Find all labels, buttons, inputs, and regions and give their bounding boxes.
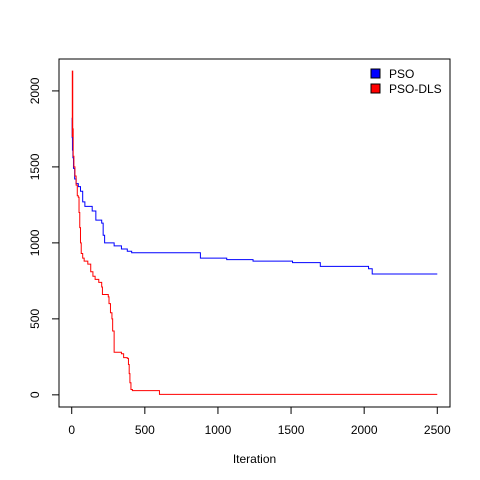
legend-swatch-pso-dls <box>370 83 381 94</box>
x-tick-label: 2500 <box>424 423 451 437</box>
y-tick-label: 0 <box>28 391 42 398</box>
y-tick-label: 1500 <box>28 153 42 180</box>
legend-label-pso-dls: PSO-DLS <box>389 82 442 96</box>
x-tick-label: 1000 <box>205 423 232 437</box>
legend-label-pso: PSO <box>389 67 414 81</box>
x-tick-label: 500 <box>135 423 155 437</box>
series-line-pso <box>71 117 438 275</box>
legend-swatch-pso <box>370 68 381 79</box>
y-tick-label: 1000 <box>28 229 42 256</box>
x-tick-label: 1500 <box>278 423 305 437</box>
plot-frame <box>58 58 451 408</box>
x-axis-title: Iteration <box>233 452 276 466</box>
x-tick-label: 0 <box>68 423 75 437</box>
y-tick-label: 2000 <box>28 77 42 104</box>
y-tick-label: 500 <box>28 309 42 329</box>
series-layer <box>71 70 438 395</box>
series-line-pso-dls <box>71 70 438 395</box>
x-tick-label: 2000 <box>351 423 378 437</box>
